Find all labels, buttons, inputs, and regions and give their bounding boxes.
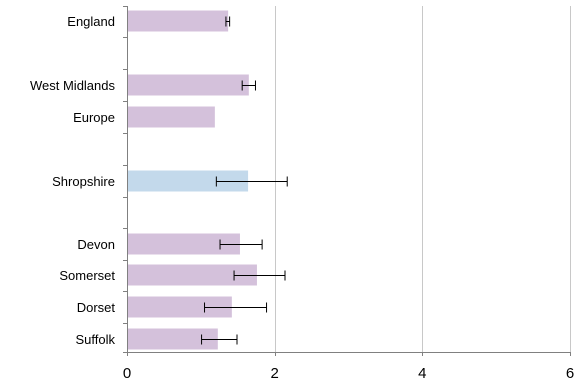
gridlines xyxy=(275,6,571,352)
category-label-dorset: Dorset xyxy=(77,300,116,315)
x-tick-label: 0 xyxy=(123,365,131,382)
category-label-somerset: Somerset xyxy=(59,268,115,283)
error-bar xyxy=(219,239,263,250)
bar-dorset xyxy=(127,296,232,318)
bar-england xyxy=(127,10,229,32)
error-bar xyxy=(204,302,268,313)
axes xyxy=(123,6,571,356)
bar-suffolk xyxy=(127,328,218,350)
bar-europe xyxy=(127,106,215,128)
category-label-england: England xyxy=(67,14,115,29)
category-label-shropshire: Shropshire xyxy=(52,174,115,189)
category-label-devon: Devon xyxy=(77,237,115,252)
error-bar xyxy=(201,334,238,345)
x-tick-label: 6 xyxy=(566,365,574,382)
error-bar xyxy=(233,270,286,281)
x-tick-label: 4 xyxy=(418,365,426,382)
error-bars xyxy=(201,16,288,345)
bar-devon xyxy=(127,233,240,255)
error-bar xyxy=(215,176,288,187)
category-labels: England West Midlands Europe Shropshire Devo… xyxy=(30,14,116,347)
x-tick-label: 2 xyxy=(270,365,278,382)
category-label-europe: Europe xyxy=(73,110,115,125)
x-tick-labels: 0 2 4 6 xyxy=(123,365,574,382)
category-label-suffolk: Suffolk xyxy=(75,332,115,347)
bar-shropshire xyxy=(127,170,249,192)
error-bar xyxy=(225,16,231,27)
bar-west-midlands xyxy=(127,74,249,96)
error-bar xyxy=(241,80,256,91)
bar-somerset xyxy=(127,264,257,286)
bars xyxy=(127,10,257,350)
category-label-west-midlands: West Midlands xyxy=(30,78,116,93)
